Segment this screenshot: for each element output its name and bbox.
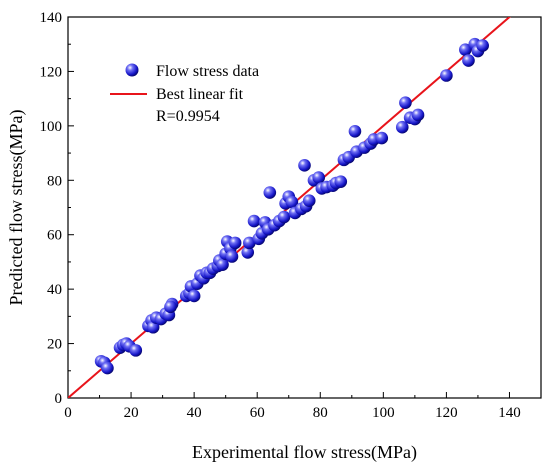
- data-point: [302, 194, 316, 207]
- x-tick-label: 80: [313, 405, 328, 421]
- y-tick-label: 0: [55, 391, 63, 407]
- data-point: [225, 250, 239, 263]
- y-tick-label: 140: [40, 10, 63, 26]
- data-point: [312, 171, 325, 184]
- data-point: [395, 120, 409, 134]
- y-tick-label: 100: [40, 119, 63, 135]
- data-point: [277, 210, 291, 224]
- legend: Flow stress data Best linear fit R=0.995…: [110, 63, 259, 125]
- legend-label-fit: Best linear fit: [156, 86, 244, 103]
- data-point: [348, 125, 362, 138]
- y-axis-title: Predicted flow stress(MPa): [6, 110, 27, 306]
- y-tick-label: 20: [47, 337, 62, 353]
- data-point: [263, 186, 277, 199]
- data-point: [462, 54, 475, 67]
- data-point: [164, 300, 177, 314]
- data-point: [243, 236, 256, 250]
- data-point: [298, 159, 311, 172]
- data-point: [187, 289, 201, 303]
- legend-label-data: Flow stress data: [156, 63, 259, 80]
- x-axis-title: Experimental flow stress(MPa): [192, 442, 417, 463]
- data-point: [459, 43, 472, 56]
- data-point: [375, 131, 389, 145]
- data-point: [285, 195, 299, 209]
- x-tick-label: 0: [64, 405, 72, 421]
- y-tick-label: 40: [47, 282, 62, 298]
- data-point: [241, 246, 255, 259]
- r-value-annotation: R=0.9954: [156, 108, 220, 125]
- data-point: [399, 96, 412, 110]
- y-axis-ticks: 0 20 40 60 80 100 120 140: [40, 10, 74, 407]
- x-tick-label: 60: [250, 405, 265, 421]
- data-points-layer: [94, 37, 489, 375]
- data-point: [129, 344, 143, 357]
- x-axis-ticks: 0 20 40 60 80 100 120 140: [64, 392, 521, 421]
- x-tick-label: 20: [124, 405, 139, 421]
- x-tick-label: 140: [498, 405, 521, 421]
- data-point: [228, 236, 242, 250]
- data-point: [247, 214, 261, 228]
- y-tick-label: 80: [47, 173, 62, 189]
- x-tick-label: 100: [372, 405, 395, 421]
- data-point: [216, 258, 229, 271]
- y-tick-label: 120: [40, 64, 63, 80]
- data-point: [146, 320, 160, 334]
- x-tick-label: 40: [187, 405, 202, 421]
- data-point: [440, 69, 453, 82]
- y-tick-label: 60: [47, 228, 62, 244]
- data-point: [334, 175, 348, 188]
- legend-marker-data: [125, 63, 139, 77]
- data-point: [476, 39, 489, 52]
- data-point: [411, 108, 425, 122]
- x-tick-label: 120: [435, 405, 458, 421]
- data-point: [101, 361, 114, 375]
